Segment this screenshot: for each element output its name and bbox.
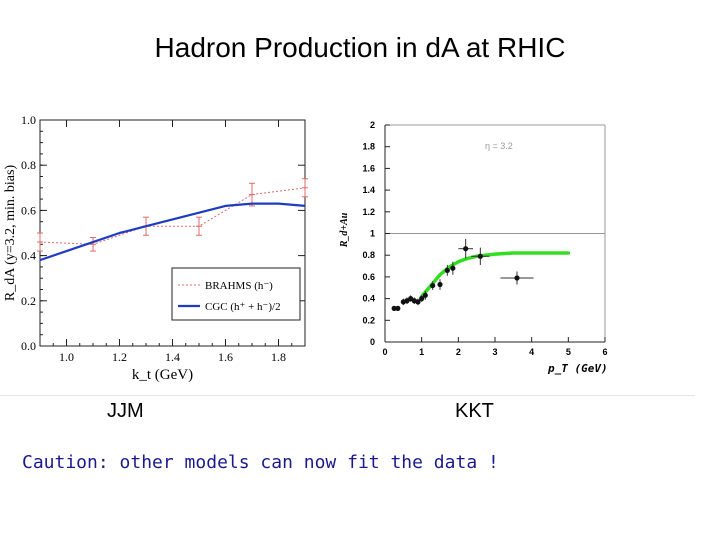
slide-title: Hadron Production in dA at RHIC <box>154 32 566 63</box>
y-tick-label: 0.4 <box>362 294 375 304</box>
kkt-chart: 0 0.2 0.4 0.6 0.8 1 1.2 1.4 1.6 1.8 2 0 1 2 3 4 5 6 p_T (G… <box>339 120 608 375</box>
data-point <box>444 267 450 273</box>
data-point <box>450 265 456 271</box>
y-tick-label: 0.2 <box>362 315 375 325</box>
legend-box <box>171 267 301 321</box>
y-axis-label: R_d+Au <box>339 212 350 248</box>
caption-kkt: KKT <box>455 400 494 422</box>
jjm-chart-panel: 0.0 0.2 0.4 0.6 0.8 1.0 1.0 1.2 1.4 1.6 1.8 k_t (Ge… <box>0 108 320 386</box>
x-tick-label: 1.6 <box>218 350 233 364</box>
x-tick-label: 1 <box>419 347 424 357</box>
x-tick-label: 2 <box>456 347 461 357</box>
y-tick-label: 0.0 <box>21 339 36 353</box>
eta-annotation: η = 3.2 <box>485 141 513 151</box>
y-tick-label: 0.6 <box>362 272 375 282</box>
brahms-line <box>39 187 306 245</box>
data-point <box>415 299 421 305</box>
cgc-curve <box>39 202 306 262</box>
legend-cgc-label: CGC (h⁺ + h⁻)/2 <box>205 301 281 313</box>
x-tick-label: 5 <box>566 347 571 357</box>
y-tick-label: 1.6 <box>362 163 375 173</box>
data-point <box>437 281 443 288</box>
kkt-curve <box>419 251 571 299</box>
x-tick-label: 3 <box>492 347 497 357</box>
data-point <box>514 275 520 281</box>
y-tick-label: 1.8 <box>362 142 375 152</box>
data-point <box>463 246 469 252</box>
y-tick-label: 0 <box>370 337 375 347</box>
data-point <box>395 305 401 311</box>
data-point <box>430 282 436 289</box>
x-axis-label: k_t (GeV) <box>132 367 193 383</box>
x-tick-label: 0 <box>382 347 387 357</box>
y-tick-label: 0.8 <box>362 250 375 260</box>
x-tick-label: 1.0 <box>59 350 74 364</box>
x-tick-label: 1.8 <box>271 350 286 364</box>
y-tick-label: 1 <box>370 229 375 239</box>
x-tick-label: 4 <box>529 347 534 357</box>
data-point <box>422 292 428 298</box>
y-tick-label: 0.2 <box>21 294 36 308</box>
y-axis-label: R_dA (y=3.2, min. bias) <box>3 165 18 302</box>
caption-divider <box>0 395 695 396</box>
data-point <box>419 296 425 302</box>
caption-jjm: JJM <box>107 400 144 422</box>
jjm-chart: 0.0 0.2 0.4 0.6 0.8 1.0 1.0 1.2 1.4 1.6 1.8 k_t (Ge… <box>3 113 308 383</box>
y-tick-label: 1.2 <box>362 207 375 217</box>
x-tick-label: 1.2 <box>112 350 127 364</box>
legend-brahms-label: BRAHMS (h⁻) <box>205 280 273 292</box>
y-tick-label: 1.4 <box>362 185 375 195</box>
y-tick-label: 0.6 <box>21 203 36 217</box>
y-tick-label: 0.4 <box>21 249 36 263</box>
x-tick-label: 6 <box>602 347 607 357</box>
caution-note: Caution: other models can now fit the da… <box>22 452 499 473</box>
y-tick-label: 2 <box>370 120 375 130</box>
x-axis-label: p_T (GeV) <box>547 362 608 375</box>
y-tick-label: 0.8 <box>21 158 36 172</box>
kkt-chart-panel: 0 0.2 0.4 0.6 0.8 1 1.2 1.4 1.6 1.8 2 0 1 2 3 4 5 6 p_T (G… <box>330 112 620 380</box>
x-tick-label: 1.4 <box>165 350 180 364</box>
y-tick-label: 1.0 <box>21 113 36 127</box>
data-point <box>391 305 397 311</box>
data-point <box>477 253 483 259</box>
